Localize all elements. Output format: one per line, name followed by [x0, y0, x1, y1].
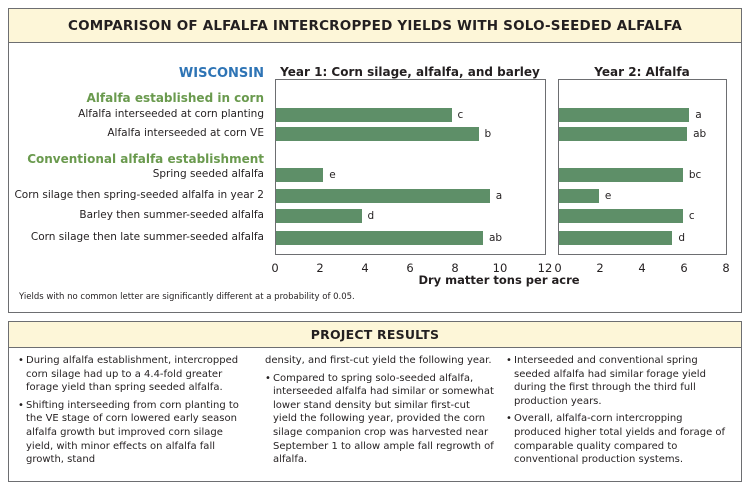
significance-letter: b: [484, 128, 492, 140]
results-title: PROJECT RESULTS: [9, 322, 741, 348]
result-bullet: Interseeded and conventional spring seed…: [506, 354, 731, 408]
bar: [276, 189, 490, 203]
x-tick-label: 4: [361, 261, 369, 275]
significance-letter: e: [329, 169, 336, 181]
results-list: density, and first-cut yield the followi…: [265, 354, 495, 467]
bar: [559, 189, 599, 203]
bar: [559, 108, 690, 122]
chart-panel: COMPARISON OF ALFALFA INTERCROPPED YIELD…: [8, 8, 742, 313]
x-tick-label: 8: [451, 261, 459, 275]
x-tick-label: 6: [680, 261, 688, 275]
significance-letter: a: [695, 109, 702, 121]
bar: [559, 168, 683, 182]
significance-letter: ab: [693, 128, 707, 140]
result-bullet: During alfalfa establishment, intercropp…: [18, 354, 251, 395]
results-column: Interseeded and conventional spring seed…: [506, 354, 731, 471]
x-tick-label: 4: [638, 261, 646, 275]
result-bullet: Overall, alfalfa-corn intercropping prod…: [506, 412, 731, 466]
plot-frame: [275, 79, 546, 255]
results-column: density, and first-cut yield the followi…: [265, 354, 495, 471]
chart-title: COMPARISON OF ALFALFA INTERCROPPED YIELD…: [9, 9, 741, 43]
significance-letter: a: [495, 190, 503, 202]
bar: [276, 231, 483, 245]
significance-letter: d: [367, 210, 375, 222]
x-tick-label: 0: [271, 261, 279, 275]
row-label: Alfalfa interseeded at corn planting: [78, 108, 264, 120]
results-list: During alfalfa establishment, intercropp…: [18, 354, 251, 467]
significance-letter: e: [604, 190, 612, 202]
group-label: Conventional alfalfa establishment: [27, 152, 264, 166]
footnote: Yields with no common letter are signifi…: [19, 292, 355, 302]
row-label: Corn silage then late summer-seeded alfa…: [30, 231, 264, 243]
plot-title: Year 2: Alfalfa: [594, 65, 690, 79]
significance-letter: bc: [688, 169, 702, 181]
significance-letter: d: [678, 232, 686, 244]
plot-frame: [558, 79, 727, 255]
x-tick-label: 2: [316, 261, 324, 275]
x-tick-label: 12: [537, 261, 553, 275]
result-bullet: Compared to spring solo-seeded alfalfa, …: [265, 372, 495, 467]
result-bullet: Shifting interseeding from corn planting…: [18, 399, 251, 467]
x-tick-label: 10: [492, 261, 508, 275]
bar: [276, 168, 324, 182]
row-label: Corn silage then spring-seeded alfalfa i…: [14, 189, 264, 201]
results-column: During alfalfa establishment, intercropp…: [18, 354, 251, 471]
bar: [559, 209, 683, 223]
x-tick-label: 2: [596, 261, 604, 275]
results-panel: PROJECT RESULTS During alfalfa establish…: [8, 321, 742, 482]
row-label: Alfalfa interseeded at corn VE: [107, 127, 264, 139]
x-tick-label: 8: [722, 261, 730, 275]
significance-letter: ab: [489, 232, 503, 244]
state-label: WISCONSIN: [178, 66, 264, 81]
x-axis-label: Dry matter tons per acre: [418, 273, 580, 287]
x-tick-label: 0: [554, 261, 562, 275]
significance-letter: c: [457, 109, 464, 121]
significance-letter: c: [688, 210, 695, 222]
row-label: Barley then summer-seeded alfalfa: [79, 209, 264, 221]
bar: [276, 209, 362, 223]
results-list: Interseeded and conventional spring seed…: [506, 354, 731, 467]
bar: [276, 108, 452, 122]
bar: [276, 127, 479, 141]
bar: [559, 127, 688, 141]
row-label: Spring seeded alfalfa: [152, 168, 264, 180]
bar: [559, 231, 673, 245]
x-tick-label: 6: [406, 261, 414, 275]
group-label: Alfalfa established in corn: [86, 91, 264, 105]
result-bullet: density, and first-cut yield the followi…: [265, 355, 492, 366]
